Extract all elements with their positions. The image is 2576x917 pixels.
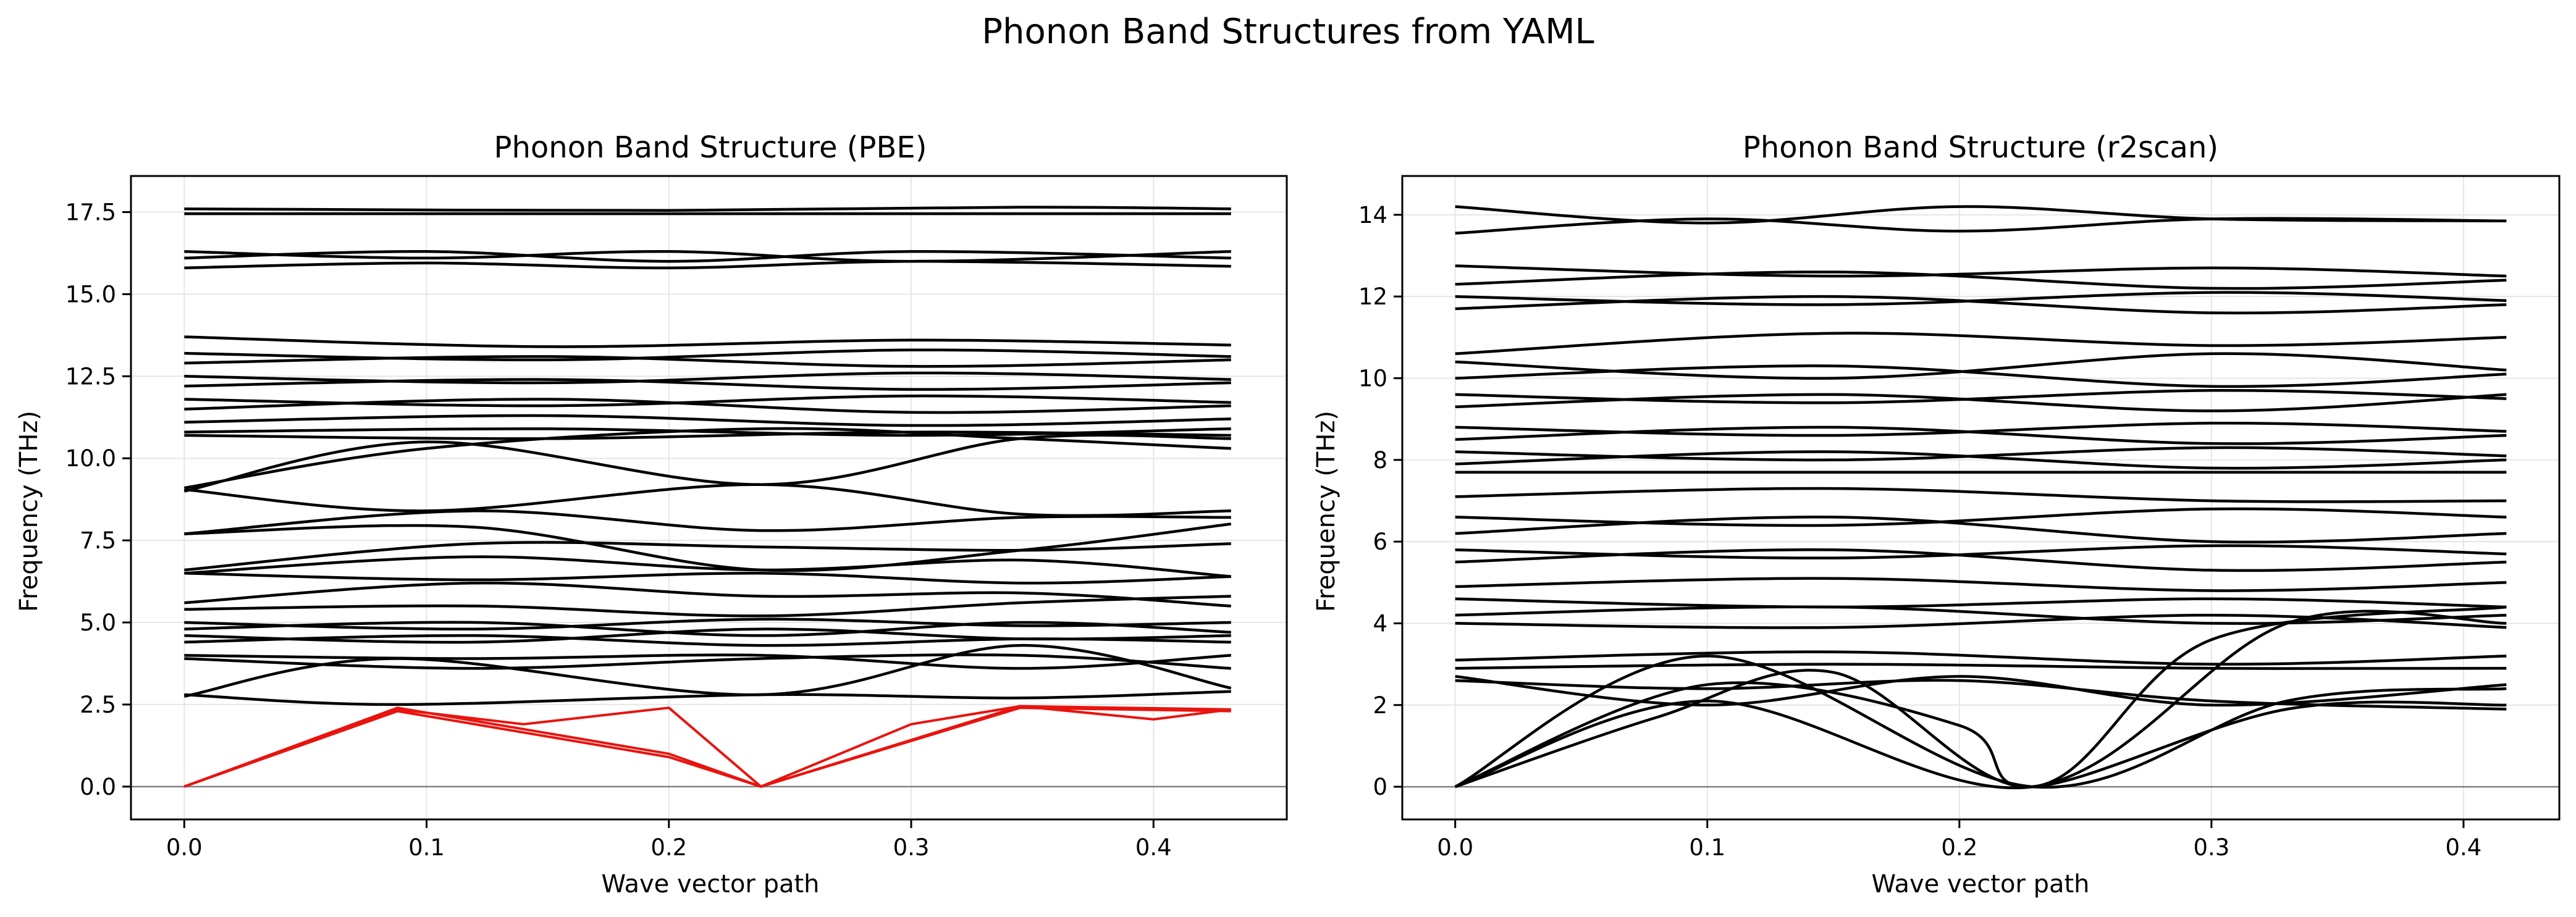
band-line <box>1455 487 2507 503</box>
x-ticks: 0.0 0.1 0.2 0.3 0.4 <box>166 819 1172 861</box>
band-line <box>1455 675 2507 707</box>
x-tick-label: 0.3 <box>893 834 930 861</box>
x-axis-label: Wave vector path <box>1871 870 2089 898</box>
band-line <box>184 618 1231 630</box>
chart-title: Phonon Band Structure (r2scan) <box>1743 130 2218 165</box>
band-line <box>184 398 1231 414</box>
grid-lines <box>131 176 1287 819</box>
band-line <box>184 634 1231 647</box>
band-line <box>184 653 1231 670</box>
x-tick-label: 0.1 <box>408 834 445 861</box>
acoustic-band-line <box>183 705 1231 788</box>
acoustic-band-line <box>183 706 1231 788</box>
band-line <box>183 433 1231 493</box>
y-tick-label: 8 <box>1373 447 1387 474</box>
y-ticks: 0.0 2.5 5.0 7.5 10.0 12.5 15.0 17.5 <box>65 199 131 800</box>
x-tick-label: 0.4 <box>1135 834 1172 861</box>
band-line <box>1455 516 2507 544</box>
band-line <box>1455 650 2507 666</box>
band-line <box>184 414 1231 427</box>
band-line <box>184 541 1231 572</box>
band-line <box>1455 393 2507 412</box>
band-line <box>183 427 1231 490</box>
band-line <box>184 378 1231 391</box>
band-lines <box>1454 205 2507 790</box>
y-tick-label: 4 <box>1373 610 1387 637</box>
band-line <box>1455 264 2507 278</box>
band-line <box>1455 205 2507 225</box>
chart-panel-r2scan: Phonon Band Structure (r2scan) Wave vect… <box>1312 130 2561 898</box>
y-tick-label: 2.5 <box>80 692 116 718</box>
y-tick-label: 0.0 <box>80 774 116 800</box>
band-line <box>184 249 1231 263</box>
y-axis-label: Frequency (THz) <box>15 411 43 612</box>
y-tick-label: 7.5 <box>80 527 116 554</box>
x-tick-label: 0.1 <box>1689 834 1725 861</box>
x-tick-label: 0.2 <box>1941 834 1977 861</box>
y-tick-label: 0 <box>1373 774 1387 800</box>
band-line <box>1455 270 2507 290</box>
band-line <box>1455 425 2507 445</box>
band-line <box>1455 352 2507 380</box>
band-line <box>184 355 1231 368</box>
y-tick-label: 6 <box>1373 529 1387 555</box>
y-tick-label: 14 <box>1358 202 1387 228</box>
band-line <box>184 509 1231 535</box>
band-line <box>1455 663 2507 670</box>
band-lines <box>183 206 1232 788</box>
band-line <box>184 572 1231 585</box>
band-line <box>184 259 1231 270</box>
axes-frame <box>130 175 1288 821</box>
band-line <box>184 555 1231 578</box>
x-ticks: 0.0 0.1 0.2 0.3 0.4 <box>1437 819 2481 861</box>
figure-title: Phonon Band Structures from YAML <box>982 12 1594 52</box>
band-line <box>184 371 1231 385</box>
y-tick-label: 5.0 <box>80 609 116 636</box>
band-line <box>184 206 1231 212</box>
band-line <box>184 430 1231 440</box>
y-tick-label: 12.5 <box>65 363 116 390</box>
band-line <box>183 643 1232 698</box>
y-ticks: 0 2 4 6 8 10 12 14 <box>1358 202 1402 800</box>
band-line <box>184 581 1231 608</box>
x-axis-label: Wave vector path <box>601 870 819 898</box>
acoustic-band-line <box>183 705 1232 788</box>
band-line <box>1455 295 2507 315</box>
band-line <box>184 335 1231 348</box>
band-line <box>1455 217 2507 235</box>
band-line <box>1455 364 2507 388</box>
x-tick-label: 0.2 <box>650 834 687 861</box>
band-line <box>1455 597 2507 609</box>
y-tick-label: 15.0 <box>65 281 116 308</box>
band-line <box>1454 605 2507 789</box>
band-line <box>1455 332 2507 356</box>
band-line <box>1455 450 2507 470</box>
chart-panel-pbe: Phonon Band Structure (PBE) Wave vector … <box>15 130 1288 898</box>
y-tick-label: 17.5 <box>65 199 116 225</box>
y-tick-label: 10 <box>1358 365 1387 392</box>
band-line <box>1454 681 2507 789</box>
axes-frame <box>1401 175 2561 821</box>
band-line <box>1455 507 2507 527</box>
band-line <box>184 595 1231 618</box>
band-line <box>184 653 1231 670</box>
y-tick-label: 10.0 <box>65 445 116 472</box>
x-tick-label: 0.3 <box>2193 834 2229 861</box>
band-line <box>1455 577 2507 592</box>
band-line <box>1455 548 2507 572</box>
band-line <box>184 348 1231 362</box>
y-tick-label: 12 <box>1358 283 1387 310</box>
x-tick-label: 0.4 <box>2446 834 2482 861</box>
band-line <box>184 483 1231 517</box>
x-tick-label: 0.0 <box>166 834 203 861</box>
band-line <box>184 250 1231 263</box>
band-line <box>184 621 1231 637</box>
x-tick-label: 0.0 <box>1437 834 1473 861</box>
band-line <box>1455 613 2507 629</box>
y-axis-label: Frequency (THz) <box>1312 411 1341 612</box>
y-tick-label: 2 <box>1373 692 1387 719</box>
chart-title: Phonon Band Structure (PBE) <box>494 130 927 165</box>
